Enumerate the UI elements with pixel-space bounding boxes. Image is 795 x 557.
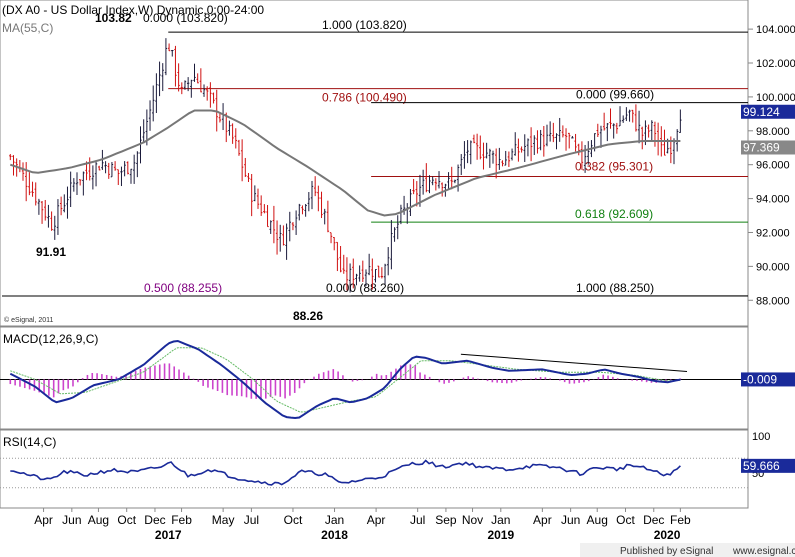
time-axis: Apr Jun Aug Oct Dec Feb May Jul Oct Jan Apr Jul Sep N…: [34, 508, 691, 542]
month-label: Jan: [491, 513, 510, 527]
ma-line: [9, 109, 681, 217]
rsi-label: RSI(14,C): [3, 435, 56, 449]
month-label: Apr: [34, 513, 53, 527]
price-y-tick-label: 94.000: [756, 194, 790, 206]
footer-bar: [580, 543, 795, 557]
month-label: Nov: [462, 513, 483, 527]
ma-value-label: 97.369: [743, 140, 780, 154]
macd-value-box: [741, 372, 795, 387]
fib-level-label: 0.000 (88.260): [326, 281, 404, 295]
price-annotation: 103.82: [95, 11, 132, 25]
copyright-text: © eSignal, 2011: [4, 316, 54, 324]
price-y-tick-label: 104.000: [756, 24, 795, 36]
macd-line: [9, 339, 681, 420]
year-label: 2020: [654, 528, 681, 542]
chart-title: (DX A0 - US Dollar Index,W) Dynamic,0:00…: [2, 3, 264, 17]
footer-published: Published by eSignal: [620, 546, 713, 557]
macd-signal-line: [10, 347, 681, 413]
fib-level-label: 0.500 (88.255): [144, 281, 222, 295]
rsi-line: [10, 459, 681, 486]
fib-level-label: 1.000 (88.250): [576, 281, 654, 295]
month-label: Oct: [284, 513, 303, 527]
rsi-y-tick-label: 100: [752, 431, 770, 443]
price-annotation: 88.26: [293, 309, 323, 323]
month-label: Jun: [62, 513, 81, 527]
price-y-tick-label: 100.000: [756, 92, 795, 104]
month-label: Jun: [561, 513, 580, 527]
price-y-tick-label: 102.000: [756, 58, 795, 70]
month-label: Apr: [367, 513, 386, 527]
month-label: Aug: [88, 513, 109, 527]
price-panel: 88.000 90.000 92.000 94.000 96.000 98.000 100.…: [2, 11, 795, 323]
month-label: Feb: [171, 513, 192, 527]
fib-level-label: 1.000 (103.820): [322, 18, 407, 32]
month-label: Feb: [670, 513, 691, 527]
macd-trendline: [460, 353, 688, 373]
year-label: 2017: [155, 528, 182, 542]
rsi-value-box: [741, 458, 795, 473]
month-label: Oct: [616, 513, 635, 527]
month-label: Jul: [410, 513, 425, 527]
price-y-tick-label: 88.000: [756, 295, 790, 307]
month-label: Aug: [587, 513, 608, 527]
last-price-label: 99.124: [743, 105, 780, 119]
footer-site: www.esignal.com: [732, 546, 795, 557]
last-price-box: [741, 104, 795, 119]
month-label: Jul: [244, 513, 259, 527]
macd-label: MACD(12,26,9,C): [3, 332, 98, 346]
month-label: Sep: [435, 513, 457, 527]
macd-panel: -0.009: [0, 339, 795, 420]
month-label: Apr: [533, 513, 552, 527]
price-y-tick-label: 90.000: [756, 261, 790, 273]
month-label: May: [212, 513, 235, 527]
price-y-tick-label: 98.000: [756, 126, 790, 138]
price-annotation: 0.000 (103.820): [143, 11, 228, 25]
year-label: 2018: [321, 528, 348, 542]
month-label: Dec: [144, 513, 165, 527]
month-label: Dec: [643, 513, 664, 527]
month-label: Oct: [117, 513, 136, 527]
rsi-value-label: 59.666: [743, 459, 780, 473]
ma-label: MA(55,C): [2, 21, 53, 35]
price-y-tick-label: 92.000: [756, 227, 790, 239]
price-y-tick-label: 96.000: [756, 160, 790, 172]
fib-level-label: 0.786 (100.490): [322, 91, 407, 105]
fib-level-label: 0.000 (99.660): [576, 88, 654, 102]
macd-value-label: -0.009: [743, 372, 777, 386]
price-annotation: 91.91: [36, 245, 66, 259]
year-label: 2019: [487, 528, 514, 542]
fib-level-label: 0.618 (92.609): [575, 207, 653, 221]
fib-level-label: 0.382 (95.301): [575, 160, 653, 174]
month-label: Jan: [325, 513, 344, 527]
ma-value-box: [741, 140, 795, 155]
